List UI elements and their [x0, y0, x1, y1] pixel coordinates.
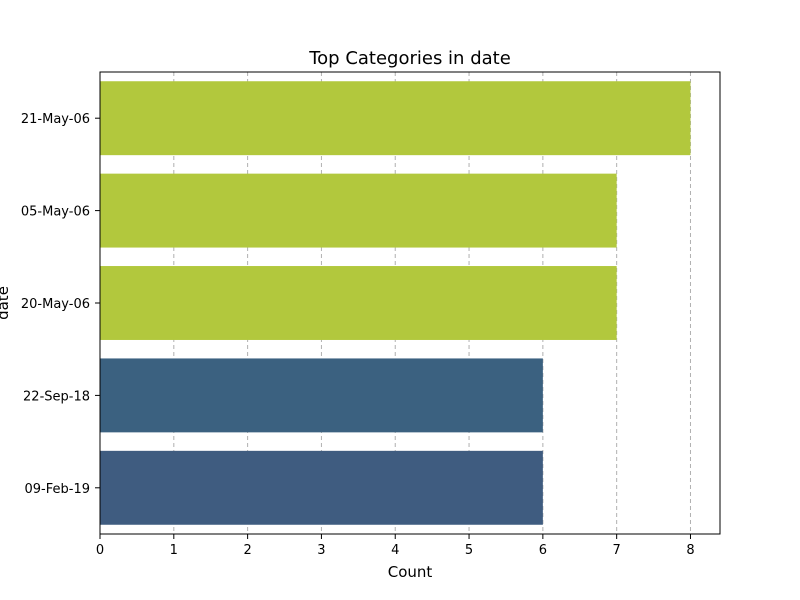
- x-tick-label: 6: [539, 543, 547, 558]
- x-axis: 0 1 2 3 4 5 6 7 8: [96, 534, 695, 558]
- bars: [100, 81, 691, 525]
- y-tick-label: 09-Feb-19: [25, 482, 90, 497]
- x-axis-label: Count: [388, 563, 433, 581]
- bar: [100, 358, 543, 433]
- y-tick-label: 05-May-06: [21, 205, 90, 220]
- x-tick-label: 3: [317, 543, 325, 558]
- x-tick-label: 7: [613, 543, 621, 558]
- x-tick-label: 4: [391, 543, 399, 558]
- x-tick-label: 8: [686, 543, 694, 558]
- bar: [100, 81, 691, 156]
- y-tick-label: 20-May-06: [21, 297, 90, 312]
- bar: [100, 266, 617, 340]
- y-tick-label: 22-Sep-18: [23, 389, 90, 404]
- y-axis: 21-May-06 05-May-06 20-May-06 22-Sep-18 09-F…: [21, 112, 100, 497]
- bar: [100, 173, 617, 248]
- x-tick-label: 5: [465, 543, 473, 558]
- x-tick-label: 1: [170, 543, 178, 558]
- chart-title: Top Categories in date: [308, 48, 511, 69]
- x-tick-label: 0: [96, 543, 104, 558]
- y-axis-label: date: [0, 286, 12, 320]
- x-tick-label: 2: [243, 543, 251, 558]
- bar: [100, 450, 543, 525]
- y-tick-label: 21-May-06: [21, 112, 90, 127]
